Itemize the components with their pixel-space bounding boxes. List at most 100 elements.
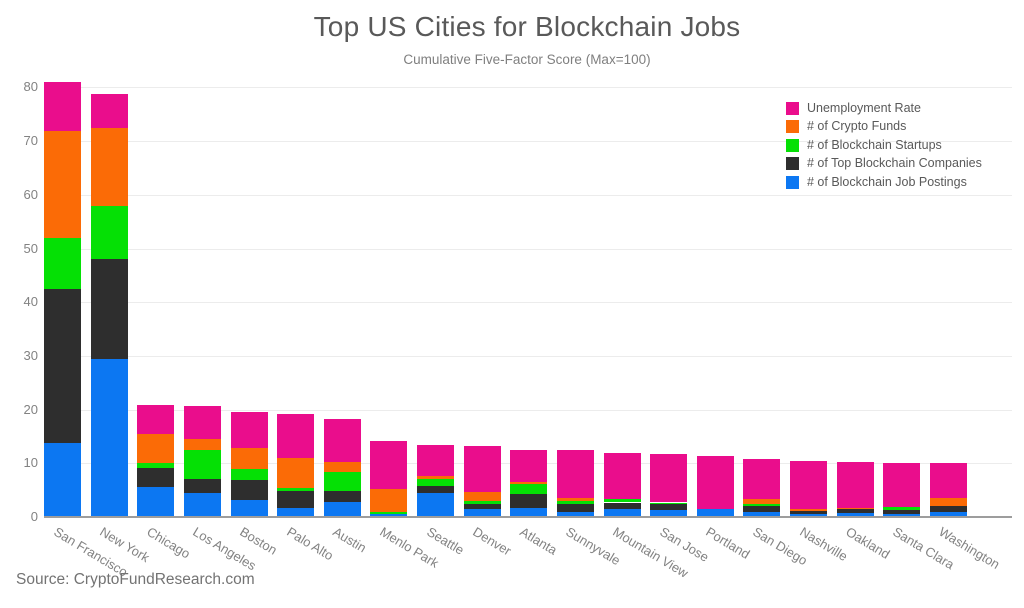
bar-segment-chicago-of-crypto-funds [137, 433, 175, 464]
bar-segment-sunnyvale-of-blockchain-startups [556, 500, 594, 504]
x-axis-tick-label-oakland: Oakland [843, 524, 893, 562]
bar-segment-san-francisco-of-top-blockchain-companies [44, 289, 81, 443]
bar-segment-los-angeles-of-crypto-funds [183, 438, 221, 451]
bar-segment-denver-of-blockchain-job-postings [463, 508, 501, 517]
bar-segment-los-angeles-unemployment-rate [183, 405, 221, 439]
bar-segment-san-diego-of-top-blockchain-companies [743, 505, 781, 512]
bar-segment-washington-of-blockchain-job-postings [929, 512, 967, 517]
legend-label: # of Blockchain Startups [807, 137, 942, 152]
gridline-60 [44, 194, 1012, 196]
legend-swatch-icon [786, 157, 799, 171]
bar-segment-san-diego-of-crypto-funds [743, 498, 781, 504]
legend-label: Unemployment Rate [807, 101, 921, 115]
bar-segment-san-francisco-unemployment-rate [44, 82, 81, 131]
gridline-40 [44, 302, 1012, 304]
bar-segment-menlo-park-of-crypto-funds [370, 488, 408, 512]
bar-segment-san-diego-of-blockchain-job-postings [743, 511, 781, 517]
bar-segment-atlanta-of-top-blockchain-companies [510, 494, 548, 509]
bar-segment-menlo-park-of-blockchain-job-postings [370, 513, 408, 517]
bar-segment-mountain-view-unemployment-rate [603, 453, 641, 499]
bar-segment-austin-unemployment-rate [323, 419, 361, 462]
bar-segment-austin-of-top-blockchain-companies [323, 490, 361, 502]
bar-segment-seattle-of-top-blockchain-companies [417, 485, 455, 494]
legend-label: # of Top Blockchain Companies [807, 156, 982, 171]
source-note: Source: CryptoFundResearch.com [16, 571, 255, 588]
bar-segment-washington-of-top-blockchain-companies [929, 506, 967, 513]
bar-segment-boston-unemployment-rate [230, 412, 268, 449]
bar-segment-san-jose-unemployment-rate [650, 453, 688, 503]
bar-segment-palo-alto-of-crypto-funds [277, 457, 315, 488]
bar-segment-los-angeles-of-blockchain-startups [183, 450, 221, 480]
gridline-20 [44, 409, 1012, 411]
bar-segment-san-diego-of-blockchain-startups [743, 503, 781, 506]
bar-segment-palo-alto-of-blockchain-job-postings [277, 508, 315, 517]
x-axis-tick-label-denver: Denver [470, 524, 515, 559]
bar-segment-boston-of-crypto-funds [230, 448, 268, 469]
bar-segment-san-jose-of-top-blockchain-companies [650, 503, 688, 510]
bar-segment-santa-clara-of-blockchain-startups [883, 506, 921, 511]
bar-segment-denver-of-crypto-funds [463, 491, 501, 501]
bar-segment-chicago-of-top-blockchain-companies [137, 467, 175, 488]
legend-item-of-top-blockchain-companies: # of Top Blockchain Companies [786, 156, 982, 171]
gridline-80 [44, 87, 1012, 89]
bar-segment-san-diego-unemployment-rate [743, 459, 781, 499]
bar-segment-palo-alto-unemployment-rate [277, 413, 315, 458]
bar-segment-san-jose-of-blockchain-startups [650, 502, 688, 504]
x-axis-tick-label-austin: Austin [330, 524, 370, 556]
legend-swatch-icon [786, 175, 799, 189]
y-axis-tick-label-30: 30 [23, 347, 38, 363]
y-axis-tick-label-50: 50 [23, 240, 38, 256]
bar-segment-boston-of-top-blockchain-companies [230, 480, 268, 501]
bar-segment-austin-of-blockchain-job-postings [323, 501, 361, 517]
legend: Unemployment Rate # of Crypto Funds # of B… [786, 102, 982, 194]
y-axis-tick-label-70: 70 [23, 133, 38, 149]
bar-segment-santa-clara-of-top-blockchain-companies [883, 510, 921, 515]
legend-item-of-blockchain-startups: # of Blockchain Startups [786, 137, 982, 152]
x-axis-tick-label-atlanta: Atlanta [517, 524, 560, 558]
bar-segment-sunnyvale-unemployment-rate [556, 449, 594, 499]
bar-segment-los-angeles-of-top-blockchain-companies [183, 479, 221, 493]
x-axis-tick-label-chicago: Chicago [144, 524, 193, 562]
bar-segment-los-angeles-of-blockchain-job-postings [183, 492, 221, 517]
bar-segment-denver-unemployment-rate [463, 445, 501, 492]
legend-swatch-icon [786, 120, 799, 134]
bar-segment-sunnyvale-of-crypto-funds [556, 498, 594, 501]
bar-segment-denver-of-top-blockchain-companies [463, 503, 501, 509]
bar-segment-seattle-of-blockchain-startups [417, 478, 455, 486]
bar-segment-oakland-of-blockchain-job-postings [836, 512, 874, 517]
bar-segment-mountain-view-of-blockchain-startups [603, 498, 641, 503]
legend-item-of-crypto-funds: # of Crypto Funds [786, 119, 982, 134]
bar-segment-new-york-of-top-blockchain-companies [90, 259, 128, 359]
x-axis-tick-label-portland: Portland [703, 524, 753, 562]
bar-segment-austin-of-blockchain-startups [323, 472, 361, 491]
bar-segment-oakland-of-top-blockchain-companies [836, 509, 874, 513]
bar-segment-san-francisco-of-blockchain-startups [44, 237, 81, 290]
chart-title: Top US Cities for Blockchain Jobs [313, 11, 741, 42]
gridline-50 [44, 248, 1012, 250]
bar-segment-new-york-of-blockchain-job-postings [90, 358, 128, 517]
bar-segment-sunnyvale-of-top-blockchain-companies [556, 503, 594, 512]
bar-segment-nashville-of-crypto-funds [790, 508, 828, 512]
x-axis-tick-label-palo-alto: Palo Alto [283, 524, 336, 564]
bar-segment-atlanta-of-crypto-funds [510, 482, 548, 485]
bar-segment-san-francisco-of-crypto-funds [44, 130, 81, 238]
y-axis-tick-label-40: 40 [23, 294, 38, 310]
legend-swatch-icon [786, 102, 799, 115]
legend-label: # of Crypto Funds [807, 119, 907, 134]
y-axis-tick-label-60: 60 [23, 186, 38, 202]
bar-segment-chicago-of-blockchain-job-postings [137, 487, 175, 517]
bar-segment-seattle-of-crypto-funds [417, 476, 455, 479]
bar-segment-washington-unemployment-rate [929, 462, 967, 498]
bar-segment-mountain-view-of-top-blockchain-companies [603, 502, 641, 509]
bar-segment-new-york-of-blockchain-startups [90, 206, 128, 260]
bar-segment-santa-clara-of-blockchain-job-postings [883, 514, 921, 517]
bar-segment-menlo-park-unemployment-rate [370, 441, 408, 489]
bar-segment-portland-unemployment-rate [696, 456, 734, 509]
bar-segment-nashville-unemployment-rate [790, 461, 828, 509]
bar-segment-boston-of-blockchain-job-postings [230, 500, 268, 517]
bar-segment-mountain-view-of-blockchain-job-postings [603, 508, 641, 517]
bar-segment-nashville-of-top-blockchain-companies [790, 511, 828, 515]
bar-segment-new-york-unemployment-rate [90, 93, 128, 129]
